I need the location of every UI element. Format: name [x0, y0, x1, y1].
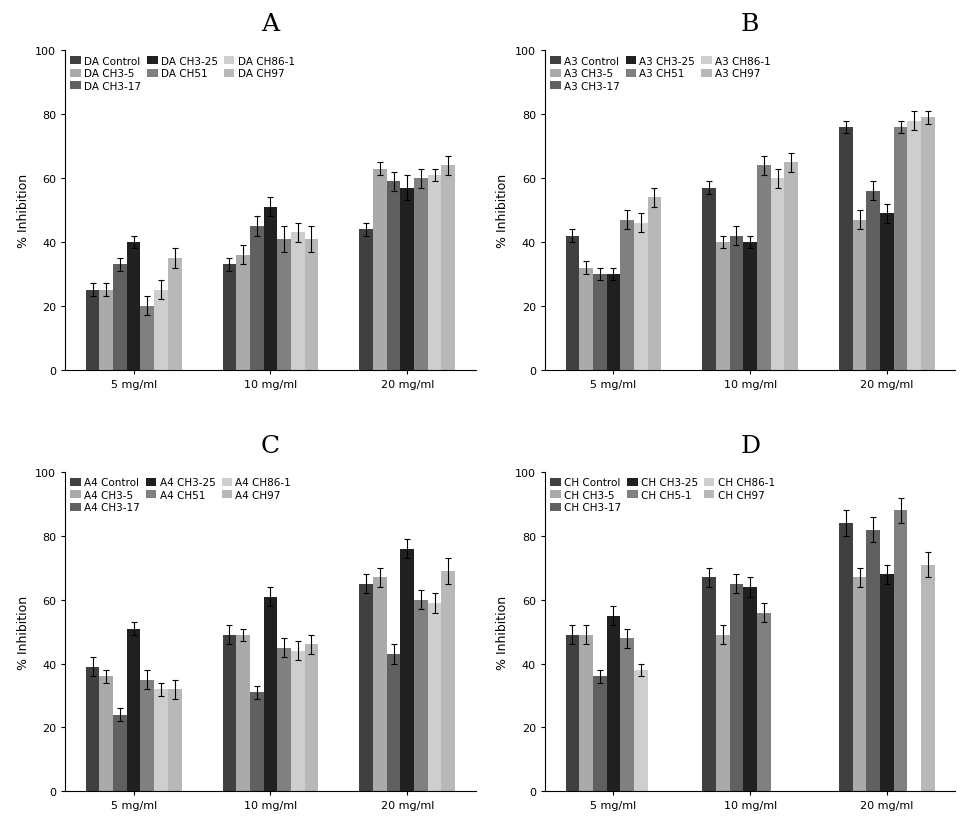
Bar — [593, 676, 607, 791]
Bar — [291, 233, 304, 370]
Legend: CH Control, CH CH3-5, CH CH3-17, CH CH3-25, CH CH5-1, CH CH86-1, CH CH97: CH Control, CH CH3-5, CH CH3-17, CH CH3-… — [548, 476, 777, 515]
Bar — [716, 242, 730, 370]
Bar — [866, 192, 880, 370]
Bar — [155, 690, 168, 791]
Bar — [86, 290, 99, 370]
Bar — [593, 275, 607, 370]
Bar — [360, 584, 373, 791]
Bar — [579, 268, 593, 370]
Bar — [730, 584, 744, 791]
Bar — [236, 256, 250, 370]
Bar — [908, 122, 921, 370]
Bar — [647, 198, 661, 370]
Bar — [784, 163, 798, 370]
Bar — [414, 179, 428, 370]
Bar — [757, 166, 771, 370]
Bar — [852, 220, 866, 370]
Bar — [373, 170, 387, 370]
Y-axis label: % Inhibition: % Inhibition — [17, 174, 30, 248]
Bar — [716, 635, 730, 791]
Bar — [277, 648, 291, 791]
Bar — [373, 578, 387, 791]
Bar — [414, 600, 428, 791]
Bar — [291, 651, 304, 791]
Bar — [894, 511, 908, 791]
Bar — [360, 230, 373, 370]
Bar — [730, 237, 744, 370]
Text: B: B — [741, 13, 759, 36]
Bar — [839, 523, 852, 791]
Bar — [99, 290, 113, 370]
Bar — [113, 715, 126, 791]
Bar — [880, 214, 894, 370]
Text: C: C — [260, 434, 280, 457]
Bar — [880, 575, 894, 791]
Bar — [744, 587, 757, 791]
Bar — [263, 208, 277, 370]
Text: D: D — [740, 434, 760, 457]
Bar — [168, 690, 182, 791]
Bar — [566, 237, 579, 370]
Bar — [566, 635, 579, 791]
Bar — [400, 189, 414, 370]
Bar — [223, 265, 236, 370]
Bar — [921, 565, 935, 791]
Bar — [250, 227, 263, 370]
Bar — [921, 118, 935, 370]
Y-axis label: % Inhibition: % Inhibition — [497, 595, 509, 669]
Bar — [223, 635, 236, 791]
Bar — [852, 578, 866, 791]
Bar — [277, 240, 291, 370]
Bar — [304, 240, 318, 370]
Bar — [250, 692, 263, 791]
Bar — [839, 128, 852, 370]
Text: A: A — [261, 13, 280, 36]
Bar — [579, 635, 593, 791]
Bar — [126, 629, 141, 791]
Bar — [99, 676, 113, 791]
Bar — [757, 613, 771, 791]
Bar — [634, 223, 647, 370]
Bar — [428, 603, 441, 791]
Bar — [634, 670, 647, 791]
Bar — [141, 307, 155, 370]
Legend: A3 Control, A3 CH3-5, A3 CH3-17, A3 CH3-25, A3 CH51, A3 CH86-1, A3 CH97: A3 Control, A3 CH3-5, A3 CH3-17, A3 CH3-… — [548, 55, 773, 93]
Bar — [86, 667, 99, 791]
Bar — [141, 680, 155, 791]
Bar — [236, 635, 250, 791]
Bar — [866, 530, 880, 791]
Bar — [304, 645, 318, 791]
Bar — [441, 166, 455, 370]
Bar — [744, 242, 757, 370]
Bar — [607, 616, 620, 791]
Bar — [126, 242, 141, 370]
Bar — [771, 179, 784, 370]
Bar — [620, 220, 634, 370]
Bar — [441, 571, 455, 791]
Bar — [703, 189, 716, 370]
Bar — [620, 638, 634, 791]
Legend: DA Control, DA CH3-5, DA CH3-17, DA CH3-25, DA CH51, DA CH86-1, DA CH97: DA Control, DA CH3-5, DA CH3-17, DA CH3-… — [68, 55, 296, 93]
Bar — [168, 259, 182, 370]
Bar — [894, 128, 908, 370]
Bar — [155, 290, 168, 370]
Bar — [428, 175, 441, 370]
Bar — [607, 275, 620, 370]
Bar — [387, 182, 400, 370]
Bar — [387, 654, 400, 791]
Y-axis label: % Inhibition: % Inhibition — [497, 174, 509, 248]
Bar — [400, 549, 414, 791]
Bar — [703, 578, 716, 791]
Legend: A4 Control, A4 CH3-5, A4 CH3-17, A4 CH3-25, A4 CH51, A4 CH86-1, A4 CH97: A4 Control, A4 CH3-5, A4 CH3-17, A4 CH3-… — [68, 476, 293, 515]
Bar — [263, 597, 277, 791]
Bar — [113, 265, 126, 370]
Y-axis label: % Inhibition: % Inhibition — [17, 595, 30, 669]
